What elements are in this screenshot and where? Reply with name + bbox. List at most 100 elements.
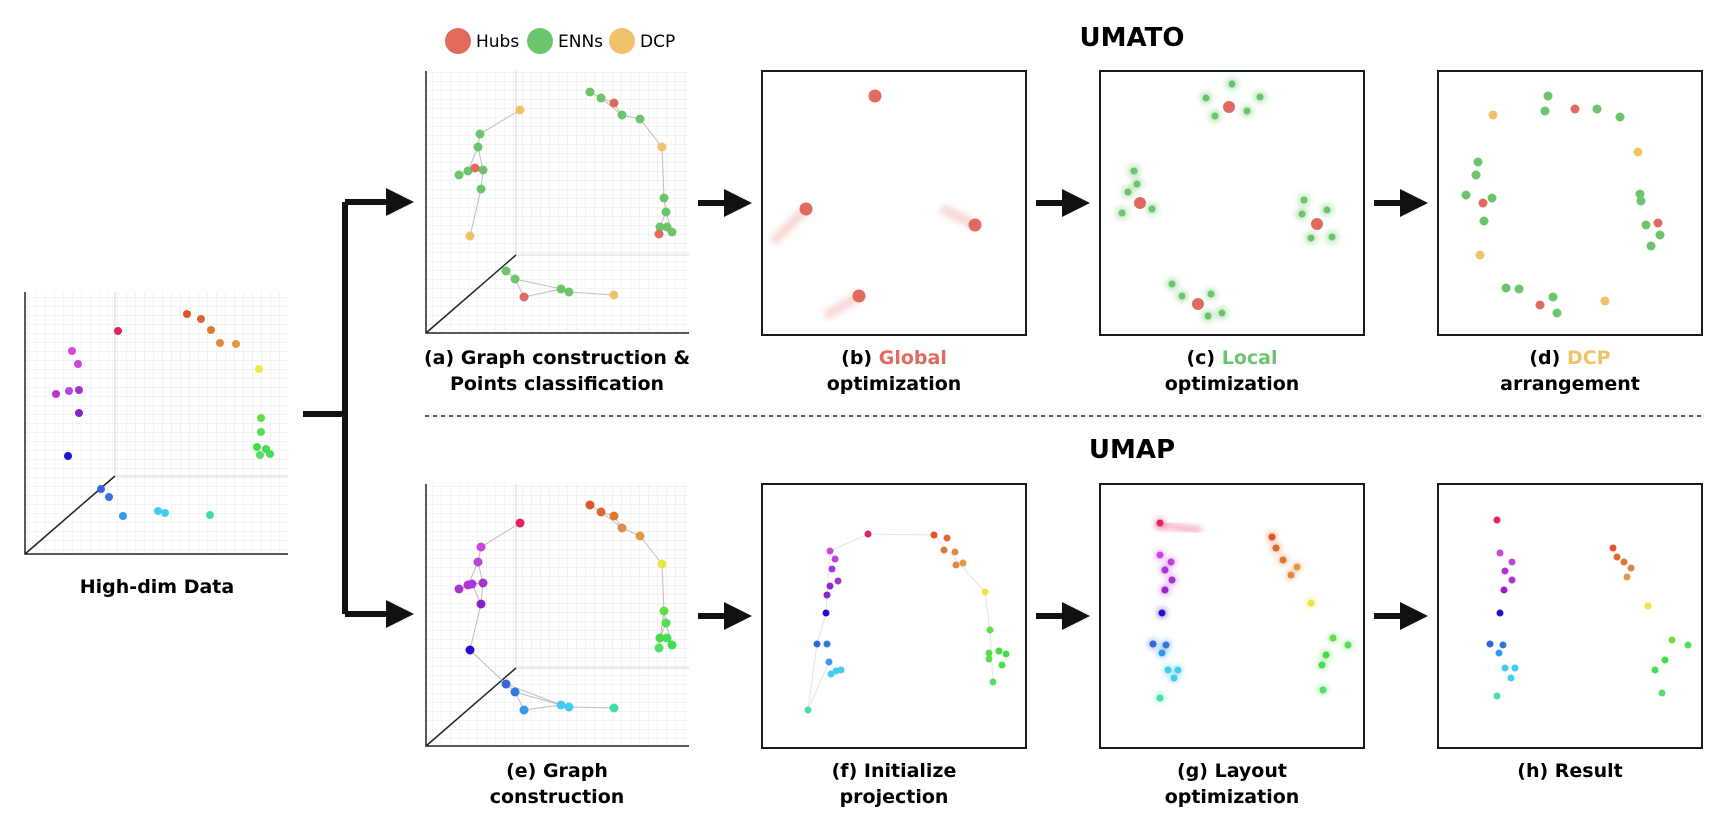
- enn-point: [1228, 80, 1236, 88]
- data-point: [1668, 636, 1676, 644]
- graph-edge: [829, 533, 869, 552]
- caption-b-line2: optimization: [827, 373, 962, 395]
- data-point: [1488, 110, 1498, 120]
- data-point: [822, 609, 830, 617]
- data-point: [564, 287, 574, 297]
- data-point: [1633, 147, 1643, 157]
- data-point: [206, 511, 214, 519]
- data-point: [183, 310, 191, 318]
- caption-e-line1: (e) Graph: [506, 760, 608, 782]
- data-point: [510, 274, 520, 284]
- data-point: [266, 450, 274, 458]
- data-point: [257, 414, 265, 422]
- data-point: [657, 559, 667, 569]
- caption-e-line2: construction: [490, 786, 625, 808]
- data-point: [1002, 650, 1010, 658]
- data-point: [1158, 649, 1166, 657]
- data-point: [1496, 609, 1504, 617]
- data-point: [1653, 218, 1663, 228]
- caption-d-line2: arrangement: [1500, 373, 1640, 395]
- enn-point: [1130, 167, 1138, 175]
- data-point: [1552, 308, 1562, 318]
- data-point: [1641, 220, 1651, 230]
- data-point: [255, 365, 263, 373]
- data-point: [1475, 250, 1485, 260]
- data-point: [998, 661, 1006, 669]
- data-point: [1511, 664, 1519, 672]
- left-wall-grid: [25, 292, 115, 554]
- data-point: [1658, 689, 1666, 697]
- data-point: [1499, 641, 1507, 649]
- axes: [425, 71, 689, 334]
- data-point: [667, 227, 677, 237]
- legend-label-hubs: Hubs: [476, 32, 519, 52]
- data-point: [1319, 686, 1327, 694]
- caption-e: (e) Graph construction: [490, 760, 625, 808]
- data-point: [609, 703, 619, 713]
- enn-point: [1256, 93, 1264, 101]
- enn-point: [1124, 188, 1132, 196]
- data-point: [825, 658, 833, 666]
- data-point: [1478, 198, 1488, 208]
- data-point: [930, 531, 938, 539]
- data-point: [556, 284, 566, 294]
- result-panel: [1437, 483, 1703, 749]
- data-point: [659, 193, 669, 203]
- layout-optimization-panel: [1099, 483, 1365, 749]
- graph-edge: [984, 591, 991, 631]
- data-point: [609, 98, 619, 108]
- data-point: [1473, 157, 1483, 167]
- graph-edge: [568, 291, 615, 296]
- data-point: [256, 451, 264, 459]
- data-point: [1543, 91, 1553, 101]
- data-point: [1600, 296, 1610, 306]
- arrow-b-to-c-icon: [1036, 189, 1090, 217]
- data-point: [1501, 664, 1509, 672]
- graph-edge: [807, 661, 830, 711]
- data-point: [515, 518, 525, 528]
- data-point: [1620, 558, 1628, 566]
- graph-edge: [661, 563, 665, 612]
- data-point: [826, 547, 834, 555]
- caption-a: (a) Graph construction & Points classifi…: [424, 347, 690, 395]
- graph-edge: [661, 146, 665, 199]
- data-point: [985, 649, 993, 657]
- data-point: [1636, 196, 1646, 206]
- high-dim-data-caption: High-dim Data: [80, 576, 234, 598]
- svg-text:(d) DCP: (d) DCP: [1529, 347, 1610, 369]
- hub-point: [968, 218, 982, 232]
- graph-edge: [523, 288, 562, 298]
- data-point: [454, 170, 464, 180]
- data-point: [1615, 112, 1625, 122]
- data-point: [476, 599, 486, 609]
- data-point: [1570, 104, 1580, 114]
- enn-point: [1118, 209, 1126, 217]
- data-point: [585, 500, 595, 510]
- data-point: [813, 640, 821, 648]
- data-point: [823, 591, 831, 599]
- dcp-arrangement-panel: [1437, 70, 1703, 336]
- data-point: [831, 555, 839, 563]
- caption-a-line1: (a) Graph construction &: [424, 347, 690, 369]
- enn-point: [1298, 210, 1306, 218]
- graph-edge: [568, 706, 615, 709]
- data-point: [1162, 641, 1170, 649]
- data-point: [1174, 666, 1182, 674]
- caption-b-prefix: (b): [841, 347, 879, 369]
- data-point: [1493, 516, 1501, 524]
- data-point: [1487, 193, 1497, 203]
- graph-edge: [523, 704, 562, 711]
- enn-point: [1218, 309, 1226, 317]
- data-point: [985, 655, 993, 663]
- data-point: [1167, 558, 1175, 566]
- data-point: [952, 561, 960, 569]
- enn-point: [1148, 205, 1156, 213]
- data-point: [804, 706, 812, 714]
- data-point: [1655, 230, 1665, 240]
- legend-item-dcp: DCP: [609, 28, 675, 54]
- umato-title: UMATO: [1080, 23, 1185, 53]
- hub-point: [1223, 101, 1235, 113]
- data-point: [1514, 284, 1524, 294]
- data-point: [232, 340, 240, 348]
- high-dim-data-plot: [24, 292, 288, 555]
